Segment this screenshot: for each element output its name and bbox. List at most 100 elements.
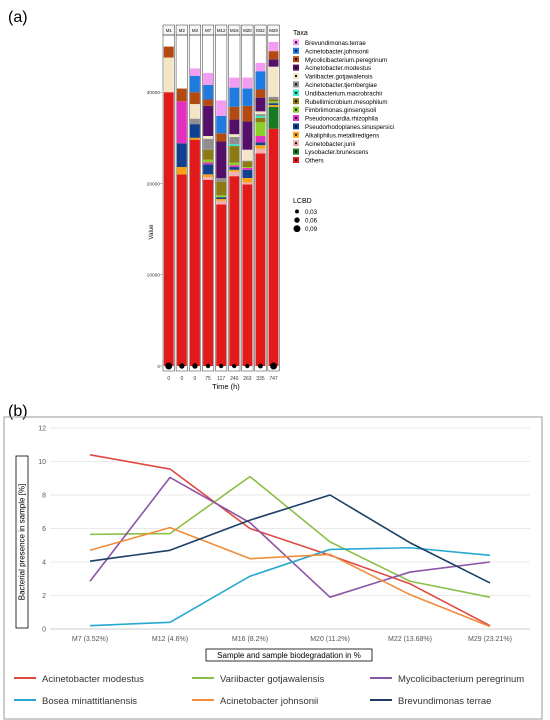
panel-a-size-legend-label: 0,03 xyxy=(305,209,318,216)
panel-b-series-line xyxy=(89,494,491,584)
panel-a-legend-label: Rubellimicrobium.mesophilum xyxy=(305,99,388,106)
panel-b-x-tick-label: M7 (3.52%) xyxy=(72,636,108,643)
panel-a-bar-segment xyxy=(268,51,279,60)
panel-a-lcbd-dot xyxy=(245,363,250,369)
panel-a-bar-segment xyxy=(229,169,240,172)
panel-b-series-line xyxy=(89,526,491,628)
panel-a-size-legend-title: LCBD xyxy=(293,198,312,205)
panel-a-legend-item: Mycolicibacterium.peregrinum xyxy=(293,56,387,64)
panel-a-legend-dot xyxy=(294,158,298,162)
panel-b-y-tick-label: 6 xyxy=(42,526,46,533)
panel-a-bar-segment xyxy=(216,115,227,134)
panel-a-bar-segment xyxy=(255,153,266,366)
panel-a-bar-segment xyxy=(163,57,174,93)
panel-a-bar-segment xyxy=(268,66,279,97)
panel-a-lcbd-dot xyxy=(192,363,198,369)
panel-a-bar-segment xyxy=(255,71,266,90)
panel-a-bar-segment xyxy=(216,195,227,198)
panel-a-lcbd-dot xyxy=(232,363,237,369)
panel-b-legend-item: Bosea minattitlanensis xyxy=(14,696,137,707)
panel-a-legend-dot xyxy=(294,58,298,61)
panel-a-bar-segment xyxy=(255,114,266,116)
panel-a-bar-segment xyxy=(255,145,266,149)
panel-a-legend-label: Brevundimonas.terrae xyxy=(305,40,366,47)
panel-b-y-axis-label-box xyxy=(15,455,29,629)
panel-b-line-chart: (b) 0 2 4 6 8 10 12 M7 (3.52%) M12 (4.6%) M16 (8… xyxy=(3,403,543,720)
panel-a-legend-item: Brevundimonas.terrae xyxy=(293,39,366,47)
panel-a-lcbd-dot xyxy=(218,363,224,369)
panel-a-sample-label: M1 xyxy=(166,28,173,33)
panel-b-y-tick-label: 4 xyxy=(42,560,46,567)
panel-b-y-axis-label: Bacterial presence in sample [%] xyxy=(18,484,27,601)
panel-a-bar-segment xyxy=(255,122,266,137)
panel-b-legend-label: Brevundimonas terrae xyxy=(398,696,491,707)
panel-a-size-legend-dot xyxy=(295,209,299,214)
panel-b-gridlines: 0 2 4 6 8 10 12 xyxy=(38,426,530,634)
panel-a-bar-segment xyxy=(242,160,253,162)
panel-b-legend-label: Bosea minattitlanensis xyxy=(42,696,137,707)
panel-a-bar-segment xyxy=(203,159,213,163)
panel-a-legend-dot xyxy=(294,83,298,86)
panel-a-bar-segment xyxy=(268,128,279,366)
panel-a-bar-segment xyxy=(268,101,279,104)
panel-a-bar-segment xyxy=(229,134,240,137)
panel-b-x-tick-label: M12 (4.6%) xyxy=(152,636,188,643)
panel-a-bar-segment xyxy=(242,167,253,170)
panel-a-x-tick-label: 0 xyxy=(180,376,183,382)
panel-a-bar-segment xyxy=(216,133,227,142)
panel-a-bar-segment xyxy=(203,162,213,165)
panel-a-sample-label: M3 xyxy=(192,28,199,33)
panel-a-bar-segment xyxy=(163,92,174,367)
panel-b-legend-item: Brevundimonas terrae xyxy=(370,696,491,707)
panel-a-bar-segment xyxy=(268,103,279,105)
panel-a-x-tick-label: 263 xyxy=(243,376,252,382)
panel-a-legend-item: Acinetobacter.modestus xyxy=(293,64,371,72)
panel-a-bar-segment xyxy=(229,144,240,147)
panel-a-bar-segment xyxy=(190,92,200,105)
panel-a-bar-segment xyxy=(216,100,227,116)
panel-a-bar-segment xyxy=(242,121,253,150)
panel-a-bar-stack: M29 747 xyxy=(267,24,280,382)
panel-a-bar-segment xyxy=(203,99,213,106)
panel-a-size-legend-item: 0,06 xyxy=(294,217,318,225)
panel-a-bar-segment xyxy=(190,124,200,138)
panel-a-bar-segment xyxy=(190,104,200,119)
panel-a-bar-segment xyxy=(268,96,279,100)
panel-a-bar-segment xyxy=(242,184,253,366)
panel-a-bar-stack: M7 75 xyxy=(202,24,215,382)
panel-a-bar-segment xyxy=(255,136,266,143)
panel-a-bar-segment xyxy=(176,174,187,366)
panel-a-size-legend-item: 0,09 xyxy=(293,225,318,233)
panel-a-x-tick-label: 0 xyxy=(194,376,197,382)
panel-a-bar-segment xyxy=(190,139,200,366)
panel-a-lcbd-dot xyxy=(258,363,263,369)
panel-a-bar-segment xyxy=(229,176,240,366)
panel-a-legend-item: Lysobacter.brunescens xyxy=(293,148,368,156)
panel-a-bar-stack: M16 240 xyxy=(228,24,241,382)
panel-a-bar-segment xyxy=(190,75,200,93)
panel-a-facet-frame xyxy=(162,34,175,372)
panel-b-x-ticks: M7 (3.52%) M12 (4.6%) M16 (8.2%) M20 (11.2%… xyxy=(72,636,512,643)
panel-a-x-tick-label: 747 xyxy=(269,376,278,382)
panel-a-bar-segment xyxy=(203,164,213,175)
panel-a-bar-stack: M22 335 xyxy=(254,24,267,382)
panel-a-sample-label: M22 xyxy=(256,28,265,33)
panel-b-legend: Acinetobacter modestus Variibacter gotjaw… xyxy=(14,674,524,707)
panel-b-x-tick-label: M22 (13.68%) xyxy=(388,636,432,643)
panel-b-legend-item: Mycolicibacterium peregrinum xyxy=(370,674,524,685)
panel-a-bar-segment xyxy=(268,106,279,129)
panel-a-bar-segment xyxy=(176,167,187,175)
panel-a-bar-segment xyxy=(229,136,240,145)
panel-a-sample-label: M16 xyxy=(230,28,239,33)
panel-a-bar-segment xyxy=(255,111,266,115)
panel-a-legend-dot xyxy=(294,91,298,94)
panel-a-size-legend-item: 0,03 xyxy=(295,209,318,216)
panel-a-legend-label: Alkaliphilus.metalliredigens xyxy=(305,132,379,139)
panel-a-facet-frame xyxy=(254,34,267,372)
panel-b-y-tick-label: 12 xyxy=(38,426,46,433)
panel-a-legend-item: Alkaliphilus.metalliredigens xyxy=(293,131,379,139)
panel-a-y-tick-label: 20000 xyxy=(147,181,161,187)
panel-a-size-legend-dot xyxy=(293,225,301,233)
panel-a-bar-segment xyxy=(216,141,227,178)
panel-a-bar-segment xyxy=(255,115,266,118)
